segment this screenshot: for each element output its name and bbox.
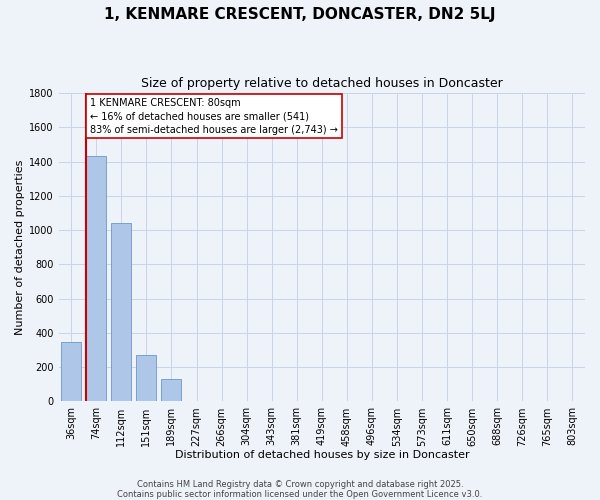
Text: 1, KENMARE CRESCENT, DONCASTER, DN2 5LJ: 1, KENMARE CRESCENT, DONCASTER, DN2 5LJ xyxy=(104,8,496,22)
Bar xyxy=(111,224,131,402)
Bar xyxy=(61,342,81,402)
X-axis label: Distribution of detached houses by size in Doncaster: Distribution of detached houses by size … xyxy=(175,450,469,460)
Title: Size of property relative to detached houses in Doncaster: Size of property relative to detached ho… xyxy=(141,78,503,90)
Text: Contains HM Land Registry data © Crown copyright and database right 2025.
Contai: Contains HM Land Registry data © Crown c… xyxy=(118,480,482,499)
Text: 1 KENMARE CRESCENT: 80sqm
← 16% of detached houses are smaller (541)
83% of semi: 1 KENMARE CRESCENT: 80sqm ← 16% of detac… xyxy=(90,98,338,134)
Bar xyxy=(136,355,157,402)
Y-axis label: Number of detached properties: Number of detached properties xyxy=(15,160,25,335)
Bar xyxy=(161,379,181,402)
Bar xyxy=(86,156,106,402)
